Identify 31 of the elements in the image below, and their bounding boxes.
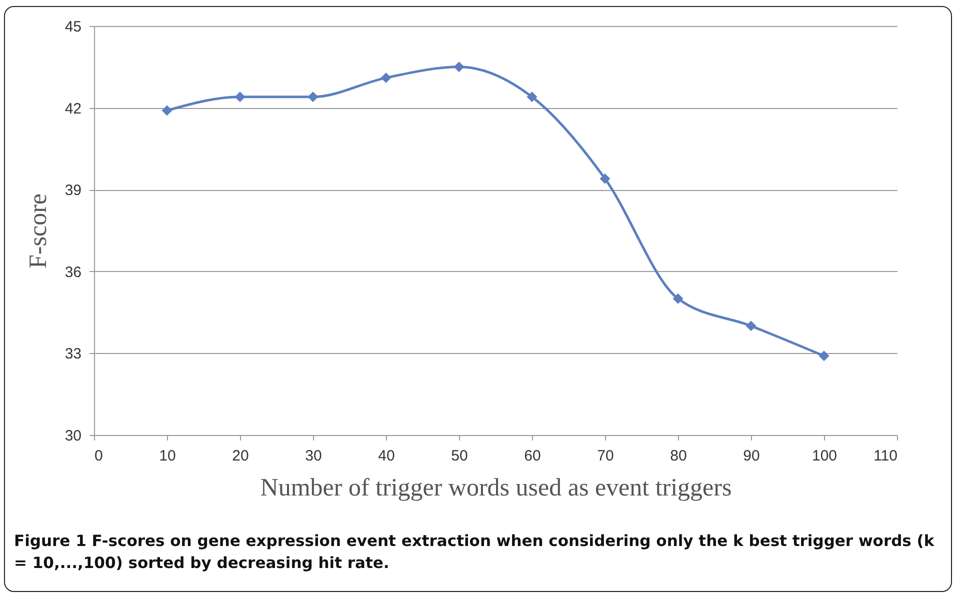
point: [234, 92, 246, 102]
x-axis-title: Number of trigger words used as event triggers: [260, 474, 732, 502]
point: [600, 173, 610, 184]
point: [308, 92, 318, 102]
x-tick-label: 0: [94, 448, 103, 464]
y-tick-label: 42: [64, 100, 82, 118]
x-tick-label: 90: [743, 448, 760, 464]
x-tick-label: 10: [159, 448, 176, 464]
x-tick-label: 100: [812, 448, 838, 464]
point: [818, 350, 830, 362]
y-tick-label: 36: [64, 264, 82, 281]
x-tick-label: 80: [670, 448, 687, 464]
y-axis-title: F-score: [24, 194, 52, 268]
y-tick-label: 39: [64, 182, 82, 200]
y-tick-label: 30: [64, 428, 82, 444]
x-tick-label: 30: [305, 448, 322, 464]
x-tick-label: 40: [378, 448, 395, 464]
x-tick-label: 110: [874, 448, 898, 464]
point: [746, 320, 756, 332]
x-tick-label: 50: [451, 448, 468, 464]
caption: Figure 1 F-scores on gene expression event extraction when considering only the k best trigger words (k = 10,...,100) sorted by decreasing hit rate.: [14, 531, 936, 574]
x-tick-label: 70: [597, 448, 614, 464]
x-tick-label: 20: [232, 448, 249, 464]
point: [454, 62, 464, 72]
y-tick-label: 33: [64, 346, 82, 363]
point: [162, 105, 172, 116]
point: [672, 293, 684, 304]
y-tick-label: 45: [64, 18, 82, 36]
point: [526, 92, 538, 102]
x-tick-label: 60: [524, 448, 541, 464]
point: [380, 72, 392, 84]
